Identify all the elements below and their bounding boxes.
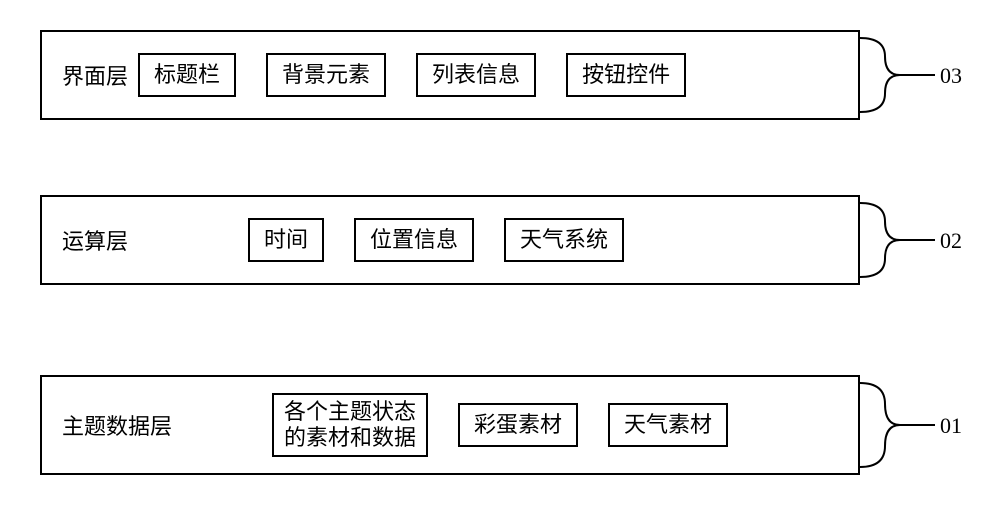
layer-compute: 运算层 时间位置信息天气系统 <box>40 195 860 285</box>
item-theme-0: 各个主题状态的素材和数据 <box>272 393 428 458</box>
layer-theme: 主题数据层 各个主题状态的素材和数据彩蛋素材天气素材 <box>40 375 860 475</box>
items-container-compute: 时间位置信息天气系统 <box>248 218 838 263</box>
item-theme-2: 天气素材 <box>608 403 728 448</box>
item-interface-1: 背景元素 <box>266 53 386 98</box>
layer-interface: 界面层标题栏背景元素列表信息按钮控件 <box>40 30 860 120</box>
item-compute-2: 天气系统 <box>504 218 624 263</box>
layer-label-compute: 运算层 <box>62 224 128 256</box>
items-container-interface: 标题栏背景元素列表信息按钮控件 <box>138 53 838 98</box>
item-interface-2: 列表信息 <box>416 53 536 98</box>
item-theme-1: 彩蛋素材 <box>458 403 578 448</box>
items-container-theme: 各个主题状态的素材和数据彩蛋素材天气素材 <box>272 393 838 458</box>
ref-label-compute: 02 <box>940 228 962 254</box>
item-interface-0: 标题栏 <box>138 53 236 98</box>
layer-label-theme: 主题数据层 <box>62 409 172 441</box>
item-interface-3: 按钮控件 <box>566 53 686 98</box>
ref-label-interface: 03 <box>940 63 962 89</box>
ref-label-theme: 01 <box>940 413 962 439</box>
item-compute-0: 时间 <box>248 218 324 263</box>
item-compute-1: 位置信息 <box>354 218 474 263</box>
layer-label-interface: 界面层 <box>62 59 128 91</box>
